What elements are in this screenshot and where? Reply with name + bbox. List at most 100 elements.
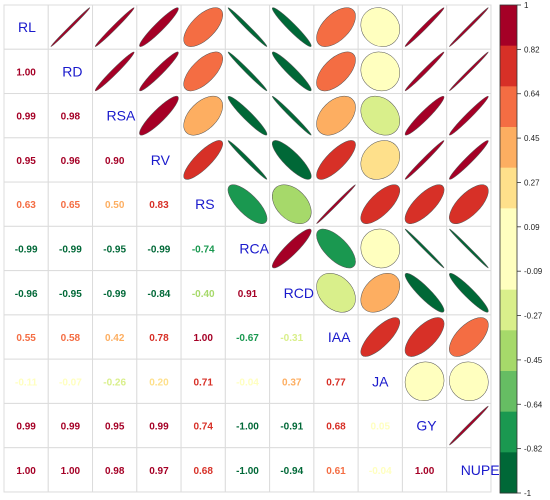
correlation-ellipse xyxy=(316,140,356,180)
legend-tick-label: 0.45 xyxy=(524,134,540,143)
grid-cell xyxy=(269,447,315,493)
correlation-value: 0.05 xyxy=(371,422,391,433)
correlation-value: 0.20 xyxy=(149,377,169,388)
correlation-value: 0.99 xyxy=(61,422,81,433)
correlation-ellipse xyxy=(360,7,401,47)
correlation-ellipse xyxy=(272,51,312,92)
correlation-value: 0.58 xyxy=(61,333,81,344)
grid-cell xyxy=(136,270,182,316)
correlation-ellipse xyxy=(404,273,445,313)
correlation-value: 0.91 xyxy=(238,289,258,300)
correlation-ellipse xyxy=(449,317,489,357)
correlation-value: 0.97 xyxy=(149,466,169,477)
grid-cell xyxy=(3,225,49,272)
variable-label: NUPE xyxy=(461,462,500,478)
grid-cell xyxy=(180,447,226,493)
correlation-value: 1.00 xyxy=(16,466,36,477)
matrix-cells: RL 1.00 RD 0.99 0.98 RSA 0.95 0.96 0.90 RV 0.63 0.6… xyxy=(3,4,500,493)
correlation-value: 0.99 xyxy=(16,112,36,123)
correlation-ellipse xyxy=(360,273,401,313)
correlation-ellipse xyxy=(404,184,445,224)
grid-cell xyxy=(269,358,315,404)
correlation-ellipse xyxy=(139,7,179,47)
legend-tick-label: 0.82 xyxy=(524,45,540,54)
legend-color-segment xyxy=(500,411,517,453)
correlation-ellipse xyxy=(360,140,401,180)
correlation-ellipse xyxy=(94,51,135,92)
correlation-ellipse xyxy=(272,95,312,136)
color-legend: 1 0.82 0.64 0.45 0.27 0.09 -0.09 -0.27 -0.45 -0.6… xyxy=(499,1,543,498)
correlation-ellipse xyxy=(183,95,223,136)
grid-cell xyxy=(136,137,182,183)
correlation-ellipse xyxy=(316,184,356,224)
correlation-value: -0.11 xyxy=(15,377,38,388)
variable-label: IAA xyxy=(328,329,351,345)
correlation-value: 0.96 xyxy=(61,156,81,167)
variable-label: RS xyxy=(195,196,214,212)
correlation-value: 0.50 xyxy=(105,200,125,211)
grid-cell xyxy=(136,181,182,227)
correlation-ellipse xyxy=(404,51,445,92)
legend-color-segment xyxy=(500,371,517,413)
correlation-value: -0.26 xyxy=(103,377,126,388)
legend-color-segment xyxy=(500,452,517,494)
correlation-value: -0.95 xyxy=(59,289,82,300)
correlation-ellipse xyxy=(227,51,268,92)
correlation-value: 0.61 xyxy=(326,466,346,477)
correlation-value: -0.91 xyxy=(280,422,303,433)
grid-cell xyxy=(3,358,49,404)
grid-cell xyxy=(47,48,94,95)
correlation-value: 0.95 xyxy=(105,422,125,433)
correlation-ellipse xyxy=(94,7,135,47)
correlation-ellipse xyxy=(272,184,312,224)
grid-cell xyxy=(92,447,138,493)
grid-cell xyxy=(180,358,226,404)
correlation-ellipse xyxy=(360,51,401,92)
correlation-ellipse xyxy=(227,140,268,180)
correlation-ellipse xyxy=(183,7,223,47)
correlation-ellipse xyxy=(404,7,445,47)
correlation-value: 1.00 xyxy=(61,466,81,477)
legend-tick-label: -0.64 xyxy=(524,400,543,409)
legend-tick-label: -0.27 xyxy=(524,312,543,321)
grid-cell xyxy=(3,4,49,50)
grid-cell xyxy=(47,402,94,449)
grid-cell xyxy=(92,137,138,183)
legend-tick-label: 1 xyxy=(524,1,529,10)
correlation-ellipse xyxy=(449,95,489,136)
correlation-value: -0.31 xyxy=(280,333,303,344)
correlation-ellipse xyxy=(449,273,489,313)
correlation-value: 0.78 xyxy=(149,333,169,344)
correlation-value: 0.42 xyxy=(105,333,125,344)
legend-tick-label: 0.27 xyxy=(524,178,540,187)
correlation-value: 0.99 xyxy=(16,422,36,433)
grid-cell xyxy=(180,314,226,360)
legend-frame xyxy=(499,4,518,494)
grid-cell xyxy=(3,181,49,227)
grid-cell xyxy=(47,225,94,272)
variable-label: RSA xyxy=(107,108,136,124)
legend-color-segment xyxy=(500,127,517,169)
grid-cell xyxy=(47,314,94,360)
grid-cell xyxy=(136,447,182,493)
grid-cell xyxy=(269,270,315,316)
correlation-value: -0.04 xyxy=(236,377,259,388)
correlation-ellipse xyxy=(183,51,223,92)
correlation-value: -0.40 xyxy=(192,289,215,300)
grid-cell xyxy=(92,181,138,227)
variable-label: RL xyxy=(18,19,36,35)
correlation-value: 0.83 xyxy=(149,200,169,211)
correlation-value: 0.98 xyxy=(105,466,125,477)
correlation-ellipse xyxy=(227,184,268,224)
legend-color-segment xyxy=(500,208,517,250)
legend-tick-label: -0.45 xyxy=(524,356,543,365)
correlation-value: 0.37 xyxy=(282,377,302,388)
correlation-value: -0.99 xyxy=(103,289,126,300)
correlation-value: 0.90 xyxy=(105,156,125,167)
correlation-value: 0.77 xyxy=(326,377,346,388)
correlation-ellipse xyxy=(316,7,356,47)
correlation-ellipse xyxy=(360,95,401,136)
grid-cell xyxy=(313,447,359,493)
correlation-ellipse xyxy=(404,95,445,136)
